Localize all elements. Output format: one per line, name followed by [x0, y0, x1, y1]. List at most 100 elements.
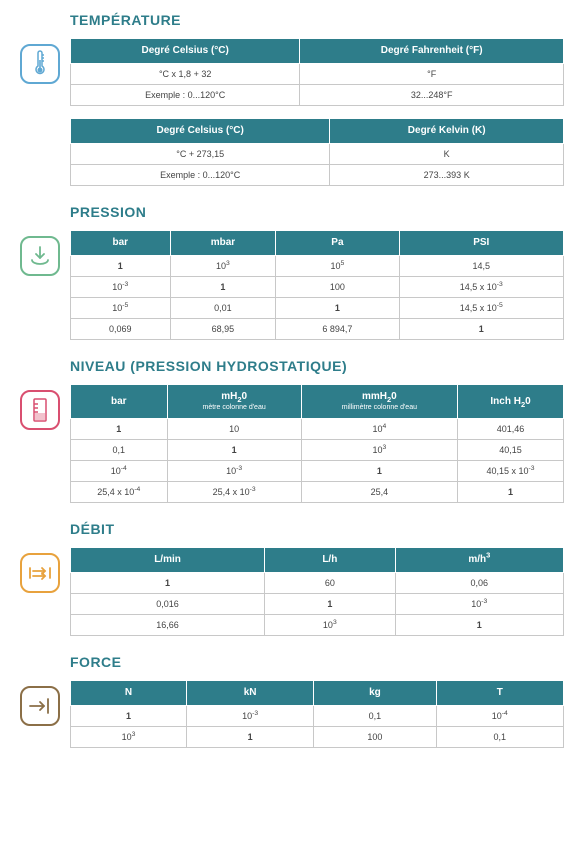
debit-title: DÉBIT — [70, 521, 564, 537]
table-cell: 14,5 — [399, 256, 563, 277]
table-cell: 1 — [71, 573, 265, 594]
table-cell: 1 — [170, 277, 276, 298]
table-row: Exemple : 0...120°C32...248°F — [71, 85, 564, 106]
column-header: PSI — [399, 231, 563, 256]
table-cell: 0,1 — [436, 727, 563, 748]
table-row: 16,661031 — [71, 615, 564, 636]
pression-table: barmbarPaPSI110310514,510-3110014,5 x 10… — [70, 230, 564, 340]
table-row: °C + 273,15K — [71, 144, 564, 165]
column-header: Degré Celsius (°C) — [71, 39, 300, 64]
table-cell: 10-5 — [71, 298, 171, 319]
table-cell: 16,66 — [71, 615, 265, 636]
table-cell: 14,5 x 10-5 — [399, 298, 563, 319]
table-cell: K — [330, 144, 564, 165]
table-cell: 1 — [276, 298, 399, 319]
table-cell: 103 — [265, 615, 396, 636]
table-cell: 10-3 — [71, 277, 171, 298]
level-icon — [20, 390, 60, 430]
column-header: T — [436, 681, 563, 706]
table-cell: °C x 1,8 + 32 — [71, 64, 300, 85]
debit-section: DÉBIT L/minL/hm/h31600,060,016110-316,66… — [10, 521, 564, 636]
table-cell: Exemple : 0...120°C — [71, 85, 300, 106]
table-cell: 25,4 x 10-3 — [167, 482, 301, 503]
table-cell: 1 — [71, 256, 171, 277]
table-cell: 105 — [276, 256, 399, 277]
column-header: Inch H20 — [458, 385, 564, 419]
table-cell: °F — [300, 64, 564, 85]
table-cell: 401,46 — [458, 419, 564, 440]
force-section: FORCE NkNkgT110-30,110-410311000,1 — [10, 654, 564, 748]
table-cell: 1 — [186, 727, 313, 748]
table-row: 0,1110340,15 — [71, 440, 564, 461]
thermometer-icon — [20, 44, 60, 84]
table-cell: 103 — [301, 440, 457, 461]
column-header: mbar — [170, 231, 276, 256]
column-header: m/h3 — [395, 548, 563, 573]
table-cell: °C + 273,15 — [71, 144, 330, 165]
table-row: 10-410-3140,15 x 10-3 — [71, 461, 564, 482]
niveau-section: NIVEAU (PRESSION HYDROSTATIQUE) barmH20m… — [10, 358, 564, 503]
table-row: °C x 1,8 + 32°F — [71, 64, 564, 85]
table-cell: 10-3 — [186, 706, 313, 727]
table-cell: 32...248°F — [300, 85, 564, 106]
force-table: NkNkgT110-30,110-410311000,1 — [70, 680, 564, 748]
table-row: 10-3110014,5 x 10-3 — [71, 277, 564, 298]
column-header: kg — [314, 681, 436, 706]
table-cell: 10-4 — [71, 461, 168, 482]
temperature-table-2: Degré Celsius (°C)Degré Kelvin (K)°C + 2… — [70, 118, 564, 186]
page: TEMPÉRATURE Degré Celsius (°C)Degré Fahr… — [0, 0, 584, 764]
table-cell: 0,01 — [170, 298, 276, 319]
table-cell: 68,95 — [170, 319, 276, 340]
table-cell: 25,4 — [301, 482, 457, 503]
pression-title: PRESSION — [70, 204, 564, 220]
table-cell: 0,1 — [71, 440, 168, 461]
column-header: bar — [71, 231, 171, 256]
table-cell: 1 — [399, 319, 563, 340]
table-cell: 104 — [301, 419, 457, 440]
temperature-table-1: Degré Celsius (°C)Degré Fahrenheit (°F)°… — [70, 38, 564, 106]
table-cell: 1 — [71, 419, 168, 440]
column-header: mH20mètre colonne d'eau — [167, 385, 301, 419]
column-header: L/min — [71, 548, 265, 573]
table-cell: 1 — [265, 594, 396, 615]
column-header: Degré Fahrenheit (°F) — [300, 39, 564, 64]
column-header: Degré Celsius (°C) — [71, 119, 330, 144]
table-cell: 0,069 — [71, 319, 171, 340]
table-cell: 273...393 K — [330, 165, 564, 186]
table-cell: 40,15 x 10-3 — [458, 461, 564, 482]
table-row: 110-30,110-4 — [71, 706, 564, 727]
pression-section: PRESSION barmbarPaPSI110310514,510-31100… — [10, 204, 564, 340]
table-row: 25,4 x 10-425,4 x 10-325,41 — [71, 482, 564, 503]
table-cell: 10-4 — [436, 706, 563, 727]
niveau-table: barmH20mètre colonne d'eaummH20millimètr… — [70, 384, 564, 503]
table-cell: 14,5 x 10-3 — [399, 277, 563, 298]
table-cell: 40,15 — [458, 440, 564, 461]
debit-table: L/minL/hm/h31600,060,016110-316,661031 — [70, 547, 564, 636]
flow-icon — [20, 553, 60, 593]
table-cell: 10-3 — [395, 594, 563, 615]
table-cell: 1 — [71, 706, 187, 727]
table-cell: 25,4 x 10-4 — [71, 482, 168, 503]
table-row: 0,016110-3 — [71, 594, 564, 615]
column-header: N — [71, 681, 187, 706]
table-cell: 6 894,7 — [276, 319, 399, 340]
table-row: 110104401,46 — [71, 419, 564, 440]
table-cell: 1 — [395, 615, 563, 636]
table-row: 110310514,5 — [71, 256, 564, 277]
table-cell: 10 — [167, 419, 301, 440]
table-cell: 1 — [458, 482, 564, 503]
table-cell: 60 — [265, 573, 396, 594]
table-row: 0,06968,956 894,71 — [71, 319, 564, 340]
table-cell: 0,016 — [71, 594, 265, 615]
column-header: kN — [186, 681, 313, 706]
table-row: Exemple : 0...120°C273...393 K — [71, 165, 564, 186]
table-row: 1600,06 — [71, 573, 564, 594]
table-cell: 10-3 — [167, 461, 301, 482]
column-header: L/h — [265, 548, 396, 573]
table-cell: 100 — [314, 727, 436, 748]
column-header: Pa — [276, 231, 399, 256]
column-header: bar — [71, 385, 168, 419]
table-row: 10-50,01114,5 x 10-5 — [71, 298, 564, 319]
pression-icon — [20, 236, 60, 276]
column-header: mmH20millimètre colonne d'eau — [301, 385, 457, 419]
